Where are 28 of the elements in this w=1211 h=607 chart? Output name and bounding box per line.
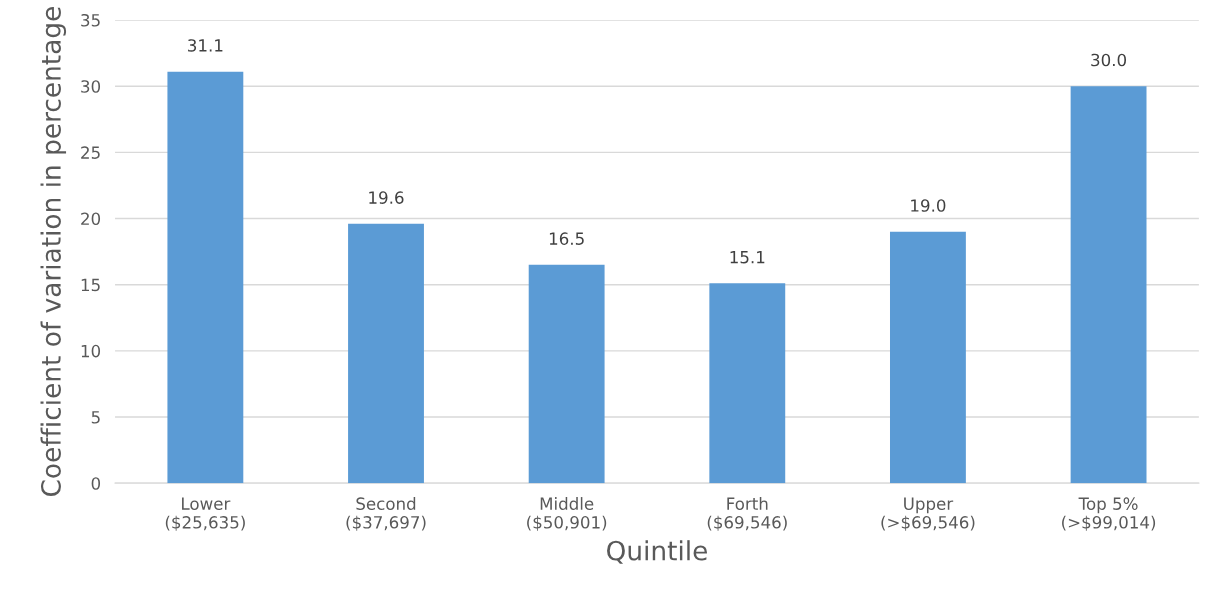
data-label: 31.1 [188, 39, 223, 52]
data-label: 19.6 [369, 191, 404, 204]
data-label: 19.0 [911, 199, 946, 212]
y-tick-label: 5 [91, 411, 100, 424]
y-tick-label: 20 [81, 212, 101, 226]
y-axis-title: Coefficient of variation in percentage [40, 7, 67, 497]
data-label: 16.5 [549, 232, 584, 245]
y-tick-label: 0 [91, 477, 101, 490]
data-label: 15.1 [730, 251, 765, 264]
y-tick-label: 10 [81, 344, 101, 358]
x-tick-label: Upper (>$69,546) [881, 497, 975, 531]
bar [528, 264, 605, 484]
bar [348, 223, 424, 484]
y-tick-label: 35 [81, 13, 100, 27]
bar [709, 283, 786, 484]
x-tick-label: Forth ($69,546) [707, 497, 787, 531]
y-tick-label: 30 [81, 80, 101, 93]
x-tick-label: Lower ($25,635) [165, 497, 245, 531]
x-tick-label: Middle ($50,901) [527, 497, 607, 531]
x-tick-label: Second ($37,697) [346, 497, 426, 531]
y-tick-label: 15 [81, 278, 100, 292]
x-tick-label: Top 5% (>$99,014) [1062, 497, 1156, 531]
bar [1070, 86, 1147, 484]
bar [167, 71, 244, 484]
data-label: 30.0 [1091, 53, 1127, 67]
y-tick-label: 25 [81, 146, 100, 159]
x-axis-title: Quintile [607, 540, 707, 564]
bar [889, 231, 966, 484]
